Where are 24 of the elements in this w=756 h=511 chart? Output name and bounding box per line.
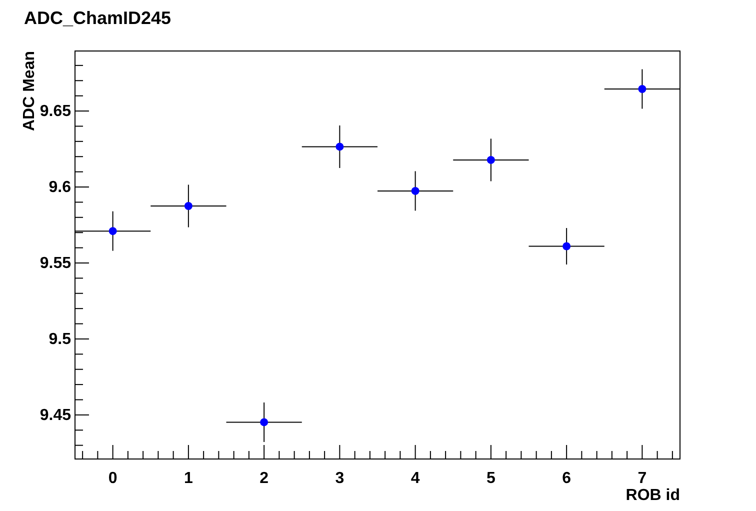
x-tick-label: 4 [410, 470, 420, 487]
point [108, 227, 117, 236]
point [562, 242, 571, 250]
x-tick-label: 3 [335, 470, 344, 487]
x-tick-label: 0 [108, 470, 118, 487]
y-tick-label: 9.6 [48, 179, 72, 196]
x-tick-label: 6 [562, 470, 572, 487]
y-axis-title: ADC Mean [21, 51, 38, 132]
y-tick-label: 9.55 [40, 255, 72, 272]
x-tick-label: 7 [638, 470, 647, 487]
x-tick-label: 1 [184, 470, 193, 487]
point [638, 84, 646, 93]
x-tick-label: 5 [486, 470, 496, 487]
point [260, 418, 268, 426]
x-tick-label: 2 [260, 470, 269, 487]
y-tick-label: 9.65 [40, 103, 72, 120]
y-tick-label: 9.5 [48, 331, 72, 348]
y-tick-label: 9.45 [40, 407, 72, 424]
chart-title: ADC_ChamID245 [24, 8, 172, 28]
x-axis-title: ROB id [626, 487, 680, 504]
point [486, 156, 495, 164]
point [184, 202, 192, 210]
point [411, 186, 420, 195]
point [336, 142, 344, 151]
